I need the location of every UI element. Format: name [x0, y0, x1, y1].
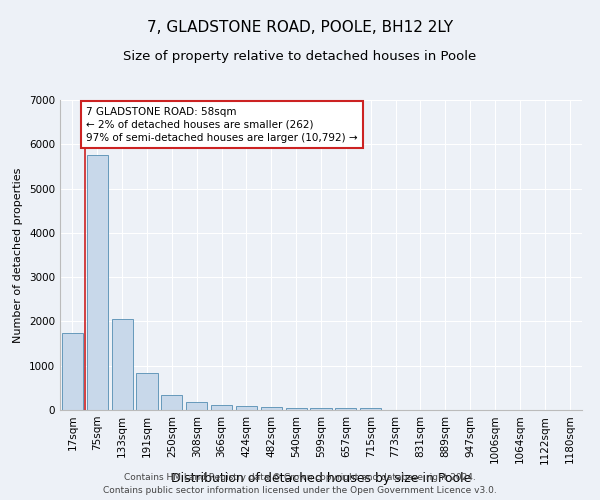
Y-axis label: Number of detached properties: Number of detached properties [13, 168, 23, 342]
Bar [310, 408, 332, 410]
Bar [112, 319, 133, 410]
Bar [261, 406, 282, 410]
Text: 7, GLADSTONE ROAD, POOLE, BH12 2LY: 7, GLADSTONE ROAD, POOLE, BH12 2LY [147, 20, 453, 35]
Bar [211, 404, 232, 410]
Bar [161, 395, 182, 410]
Bar [360, 408, 381, 410]
Bar [335, 408, 356, 410]
Text: Contains public sector information licensed under the Open Government Licence v3: Contains public sector information licen… [103, 486, 497, 495]
Text: Size of property relative to detached houses in Poole: Size of property relative to detached ho… [124, 50, 476, 63]
Bar [62, 332, 83, 410]
Bar [236, 406, 257, 410]
X-axis label: Distribution of detached houses by size in Poole: Distribution of detached houses by size … [171, 472, 471, 485]
Text: Contains HM Land Registry data © Crown copyright and database right 2024.: Contains HM Land Registry data © Crown c… [124, 474, 476, 482]
Bar [136, 373, 158, 410]
Bar [87, 156, 108, 410]
Bar [186, 402, 207, 410]
Text: 7 GLADSTONE ROAD: 58sqm
← 2% of detached houses are smaller (262)
97% of semi-de: 7 GLADSTONE ROAD: 58sqm ← 2% of detached… [86, 106, 358, 143]
Bar [286, 408, 307, 410]
